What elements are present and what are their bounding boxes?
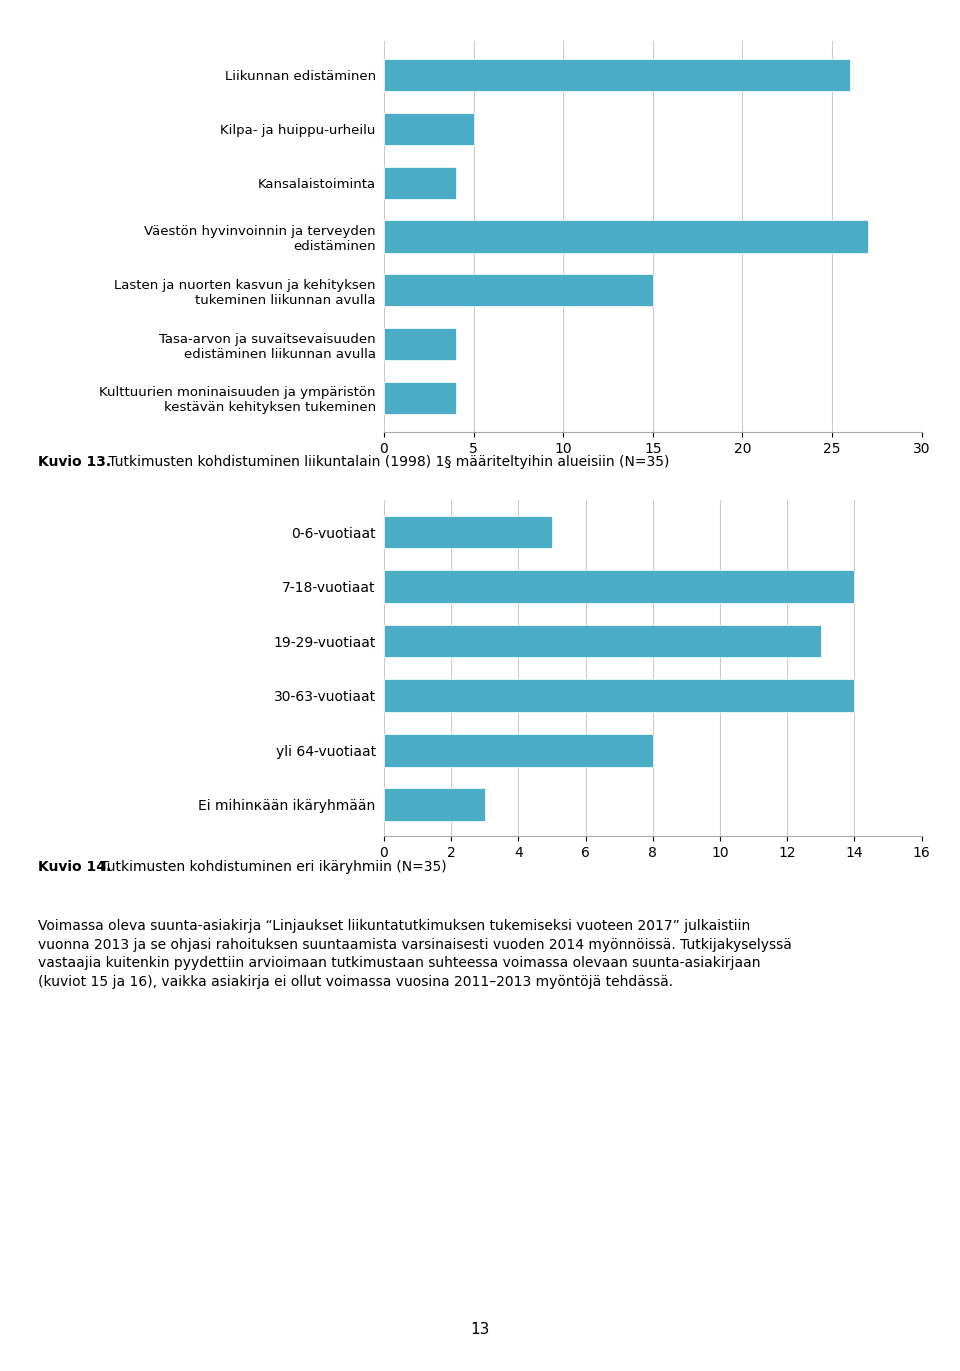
Text: 13: 13 — [470, 1322, 490, 1337]
Bar — [384, 679, 854, 712]
Text: Kuvio 13.: Kuvio 13. — [38, 455, 111, 469]
Bar — [384, 112, 473, 145]
Bar — [384, 515, 552, 548]
Bar — [384, 166, 456, 199]
Bar — [384, 381, 456, 414]
Bar — [384, 59, 850, 92]
Bar — [384, 328, 456, 361]
Bar — [384, 274, 653, 307]
Text: Tutkimusten kohdistuminen liikuntalain (1998) 1§ määriteltyihin alueisiin (N=35): Tutkimusten kohdistuminen liikuntalain (… — [104, 455, 669, 469]
Bar — [384, 788, 485, 821]
Bar — [384, 221, 868, 252]
Bar — [384, 625, 821, 658]
Text: Voimassa oleva suunta-asiakirja “Linjaukset liikuntatutkimuksen tukemiseksi vuot: Voimassa oleva suunta-asiakirja “Linjauk… — [38, 919, 792, 990]
Text: Tutkimusten kohdistuminen eri ikäryhmiin (N=35): Tutkimusten kohdistuminen eri ikäryhmiin… — [96, 860, 446, 873]
Bar — [384, 570, 854, 603]
Bar — [384, 733, 653, 766]
Text: Kuvio 14.: Kuvio 14. — [38, 860, 111, 873]
